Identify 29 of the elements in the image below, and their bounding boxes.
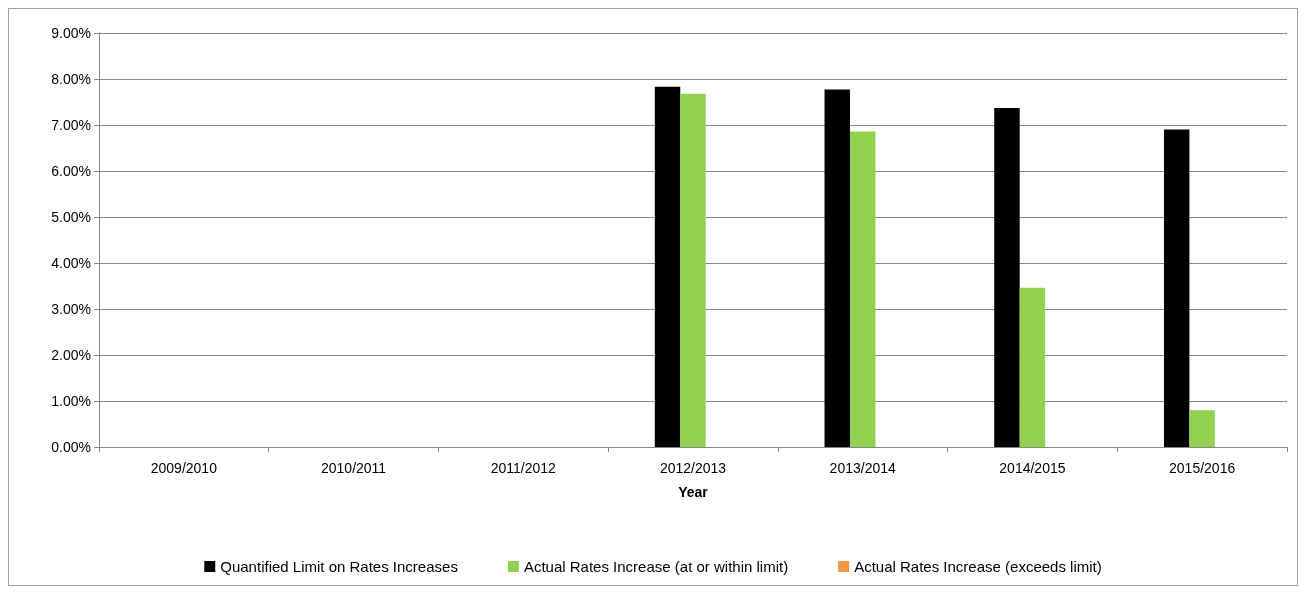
x-tick-label: 2013/2014 [829,460,897,476]
legend-label: Actual Rates Increase (at or within limit) [523,558,789,575]
x-axis-title: Year [678,484,709,500]
bar [1189,410,1215,447]
x-tick-label: 2015/2016 [1169,460,1236,476]
x-tick-label: 2009/2010 [150,460,218,476]
x-tick-label: 2012/2013 [659,460,727,476]
x-tick-label: 2010/2011 [321,460,387,476]
bar [994,107,1020,447]
legend-label: Quantified Limit on Rates Increases [220,558,458,575]
y-tick-label: 0.00% [51,439,91,455]
y-tick-label: 3.00% [51,301,91,317]
y-tick-label: 6.00% [51,163,91,179]
bar [849,131,876,447]
y-tick-label: 7.00% [51,117,91,133]
x-tick-label: 2011/2012 [490,460,557,476]
y-tick-label: 8.00% [51,71,91,87]
bar [1019,287,1046,447]
x-tick-label: 2014/2015 [999,460,1066,476]
bar [824,89,850,447]
bar [654,86,681,447]
y-tick-label: 5.00% [51,209,91,225]
y-tick-label: 9.00% [51,25,91,41]
y-tick-label: 2.00% [51,347,91,363]
bar [1163,129,1190,447]
legend-label: Actual Rates Increase (exceeds limit) [854,558,1102,575]
y-tick-label: 4.00% [51,255,91,271]
bar [680,93,706,447]
y-tick-label: 1.00% [51,393,91,409]
